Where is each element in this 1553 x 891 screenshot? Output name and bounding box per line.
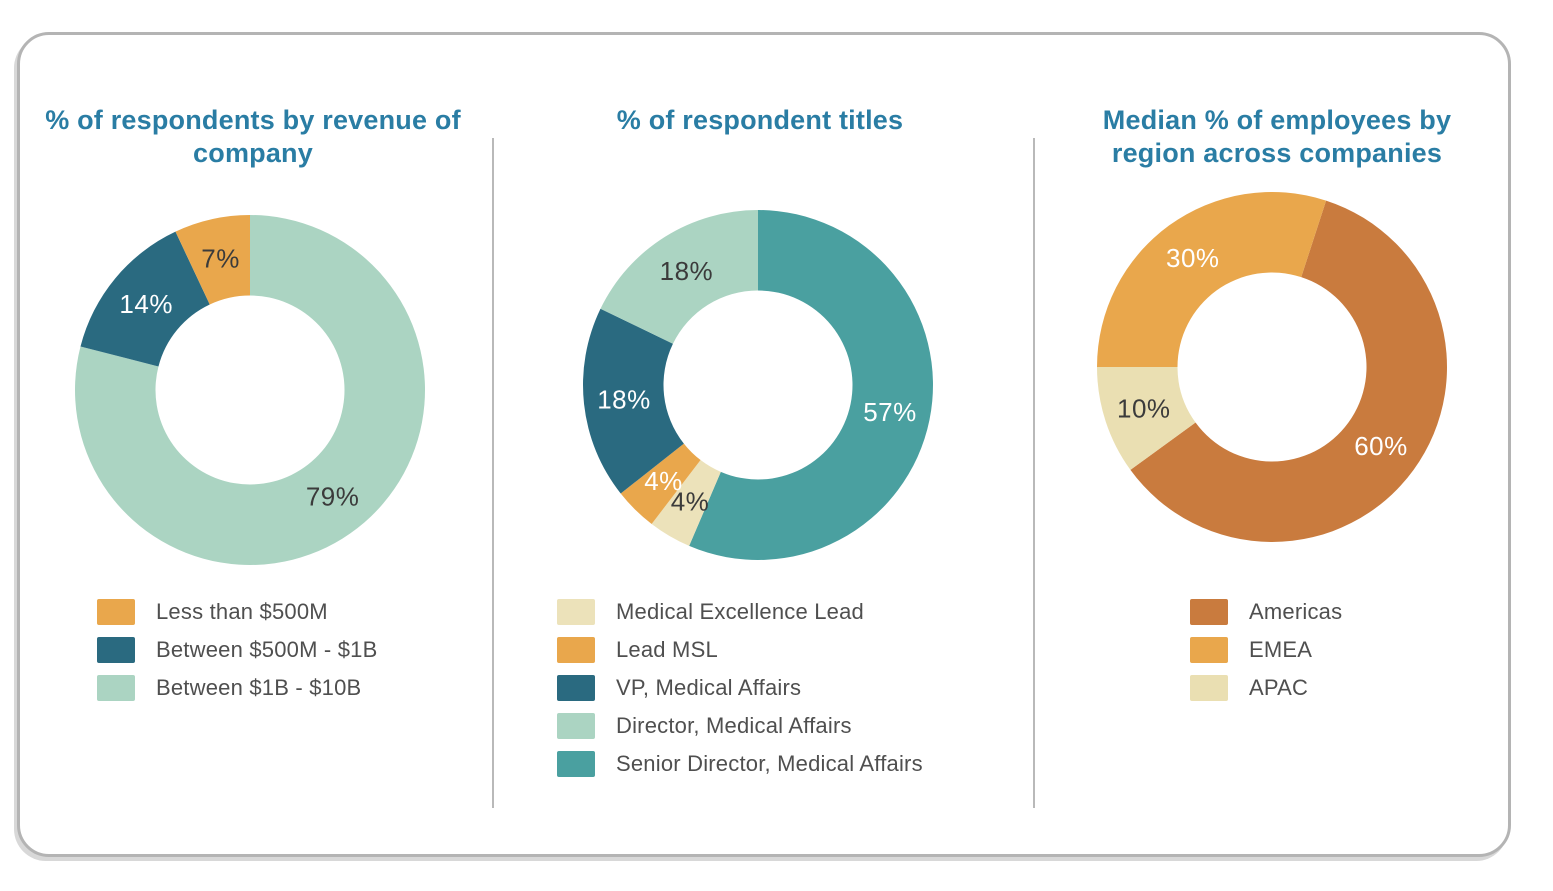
legend-item: VP, Medical Affairs xyxy=(557,675,923,701)
legend-label: EMEA xyxy=(1249,637,1313,662)
legend-label: Medical Excellence Lead xyxy=(616,599,864,624)
donut-slice xyxy=(651,460,721,546)
legend-label: Lead MSL xyxy=(616,637,718,662)
donut-slice xyxy=(583,308,684,494)
card-border xyxy=(17,32,1511,857)
legend-item: Less than $500M xyxy=(97,599,378,625)
slice-value-label: 60% xyxy=(1354,431,1408,461)
donut-slice xyxy=(75,215,426,565)
slice-value-label: 18% xyxy=(660,256,714,286)
legend-swatch xyxy=(97,599,135,625)
column-divider-right xyxy=(1033,138,1035,808)
legend-item: Medical Excellence Lead xyxy=(557,599,923,625)
legend-item: APAC xyxy=(1190,675,1342,701)
legend-swatch xyxy=(557,675,595,701)
legend-titles: Medical Excellence Lead Lead MSL VP, Medic… xyxy=(557,599,923,789)
donut-slice xyxy=(80,231,210,367)
slice-value-label: 14% xyxy=(119,289,173,319)
legend-swatch xyxy=(1190,675,1228,701)
legend-label: Americas xyxy=(1249,599,1343,624)
legend-swatch xyxy=(1190,599,1228,625)
column-divider-left xyxy=(492,138,494,808)
legend-swatch xyxy=(97,675,135,701)
legend-item: Between $500M - $1B xyxy=(97,637,378,663)
legend-label: Director, Medical Affairs xyxy=(616,713,852,738)
legend-item: EMEA xyxy=(1190,637,1342,663)
chart-title-region: Median % of employees by region across c… xyxy=(1102,105,1452,169)
legend-label: APAC xyxy=(1249,675,1309,700)
slice-value-label: 4% xyxy=(671,486,710,516)
legend-label: Between $500M - $1B xyxy=(156,637,378,662)
donut-chart-region: 60% 10% 30% xyxy=(1095,190,1449,544)
legend-swatch xyxy=(1190,637,1228,663)
donut-slice xyxy=(1097,367,1196,470)
legend-swatch xyxy=(557,713,595,739)
legend-item: Lead MSL xyxy=(557,637,923,663)
slice-value-label: 79% xyxy=(306,482,360,512)
legend-swatch xyxy=(557,599,595,625)
donut-chart-revenue: 79% 14% 7% xyxy=(73,213,427,567)
chart-title-titles: % of respondent titles xyxy=(616,105,904,136)
slice-value-label: 4% xyxy=(644,466,683,496)
legend-swatch xyxy=(557,751,595,777)
donut-slice xyxy=(620,443,701,524)
legend-label: Between $1B - $10B xyxy=(156,675,362,700)
legend-label: VP, Medical Affairs xyxy=(616,675,802,700)
slice-value-label: 7% xyxy=(201,244,240,274)
slice-value-label: 10% xyxy=(1117,394,1171,424)
donut-slice xyxy=(175,215,250,305)
legend-label: Less than $500M xyxy=(156,599,328,624)
legend-swatch xyxy=(557,637,595,663)
slice-value-label: 18% xyxy=(597,385,651,415)
donut-slice xyxy=(600,210,758,344)
legend-item: Senior Director, Medical Affairs xyxy=(557,751,923,777)
slice-value-label: 57% xyxy=(863,397,917,427)
chart-title-revenue: % of respondents by revenue of company xyxy=(45,105,461,169)
legend-label: Senior Director, Medical Affairs xyxy=(616,751,923,776)
donut-slice xyxy=(689,210,933,560)
legend-item: Americas xyxy=(1190,599,1342,625)
legend-item: Director, Medical Affairs xyxy=(557,713,923,739)
donut-slice xyxy=(1097,192,1327,367)
legend-swatch xyxy=(97,637,135,663)
slice-value-label: 30% xyxy=(1166,243,1220,273)
donut-slice xyxy=(1130,200,1448,543)
legend-revenue: Less than $500M Between $500M - $1B Betwee… xyxy=(97,599,378,713)
donut-chart-titles: 57% 4% 4% 18% 18% xyxy=(581,208,935,562)
legend-item: Between $1B - $10B xyxy=(97,675,378,701)
legend-region: Americas EMEA APAC xyxy=(1190,599,1342,713)
